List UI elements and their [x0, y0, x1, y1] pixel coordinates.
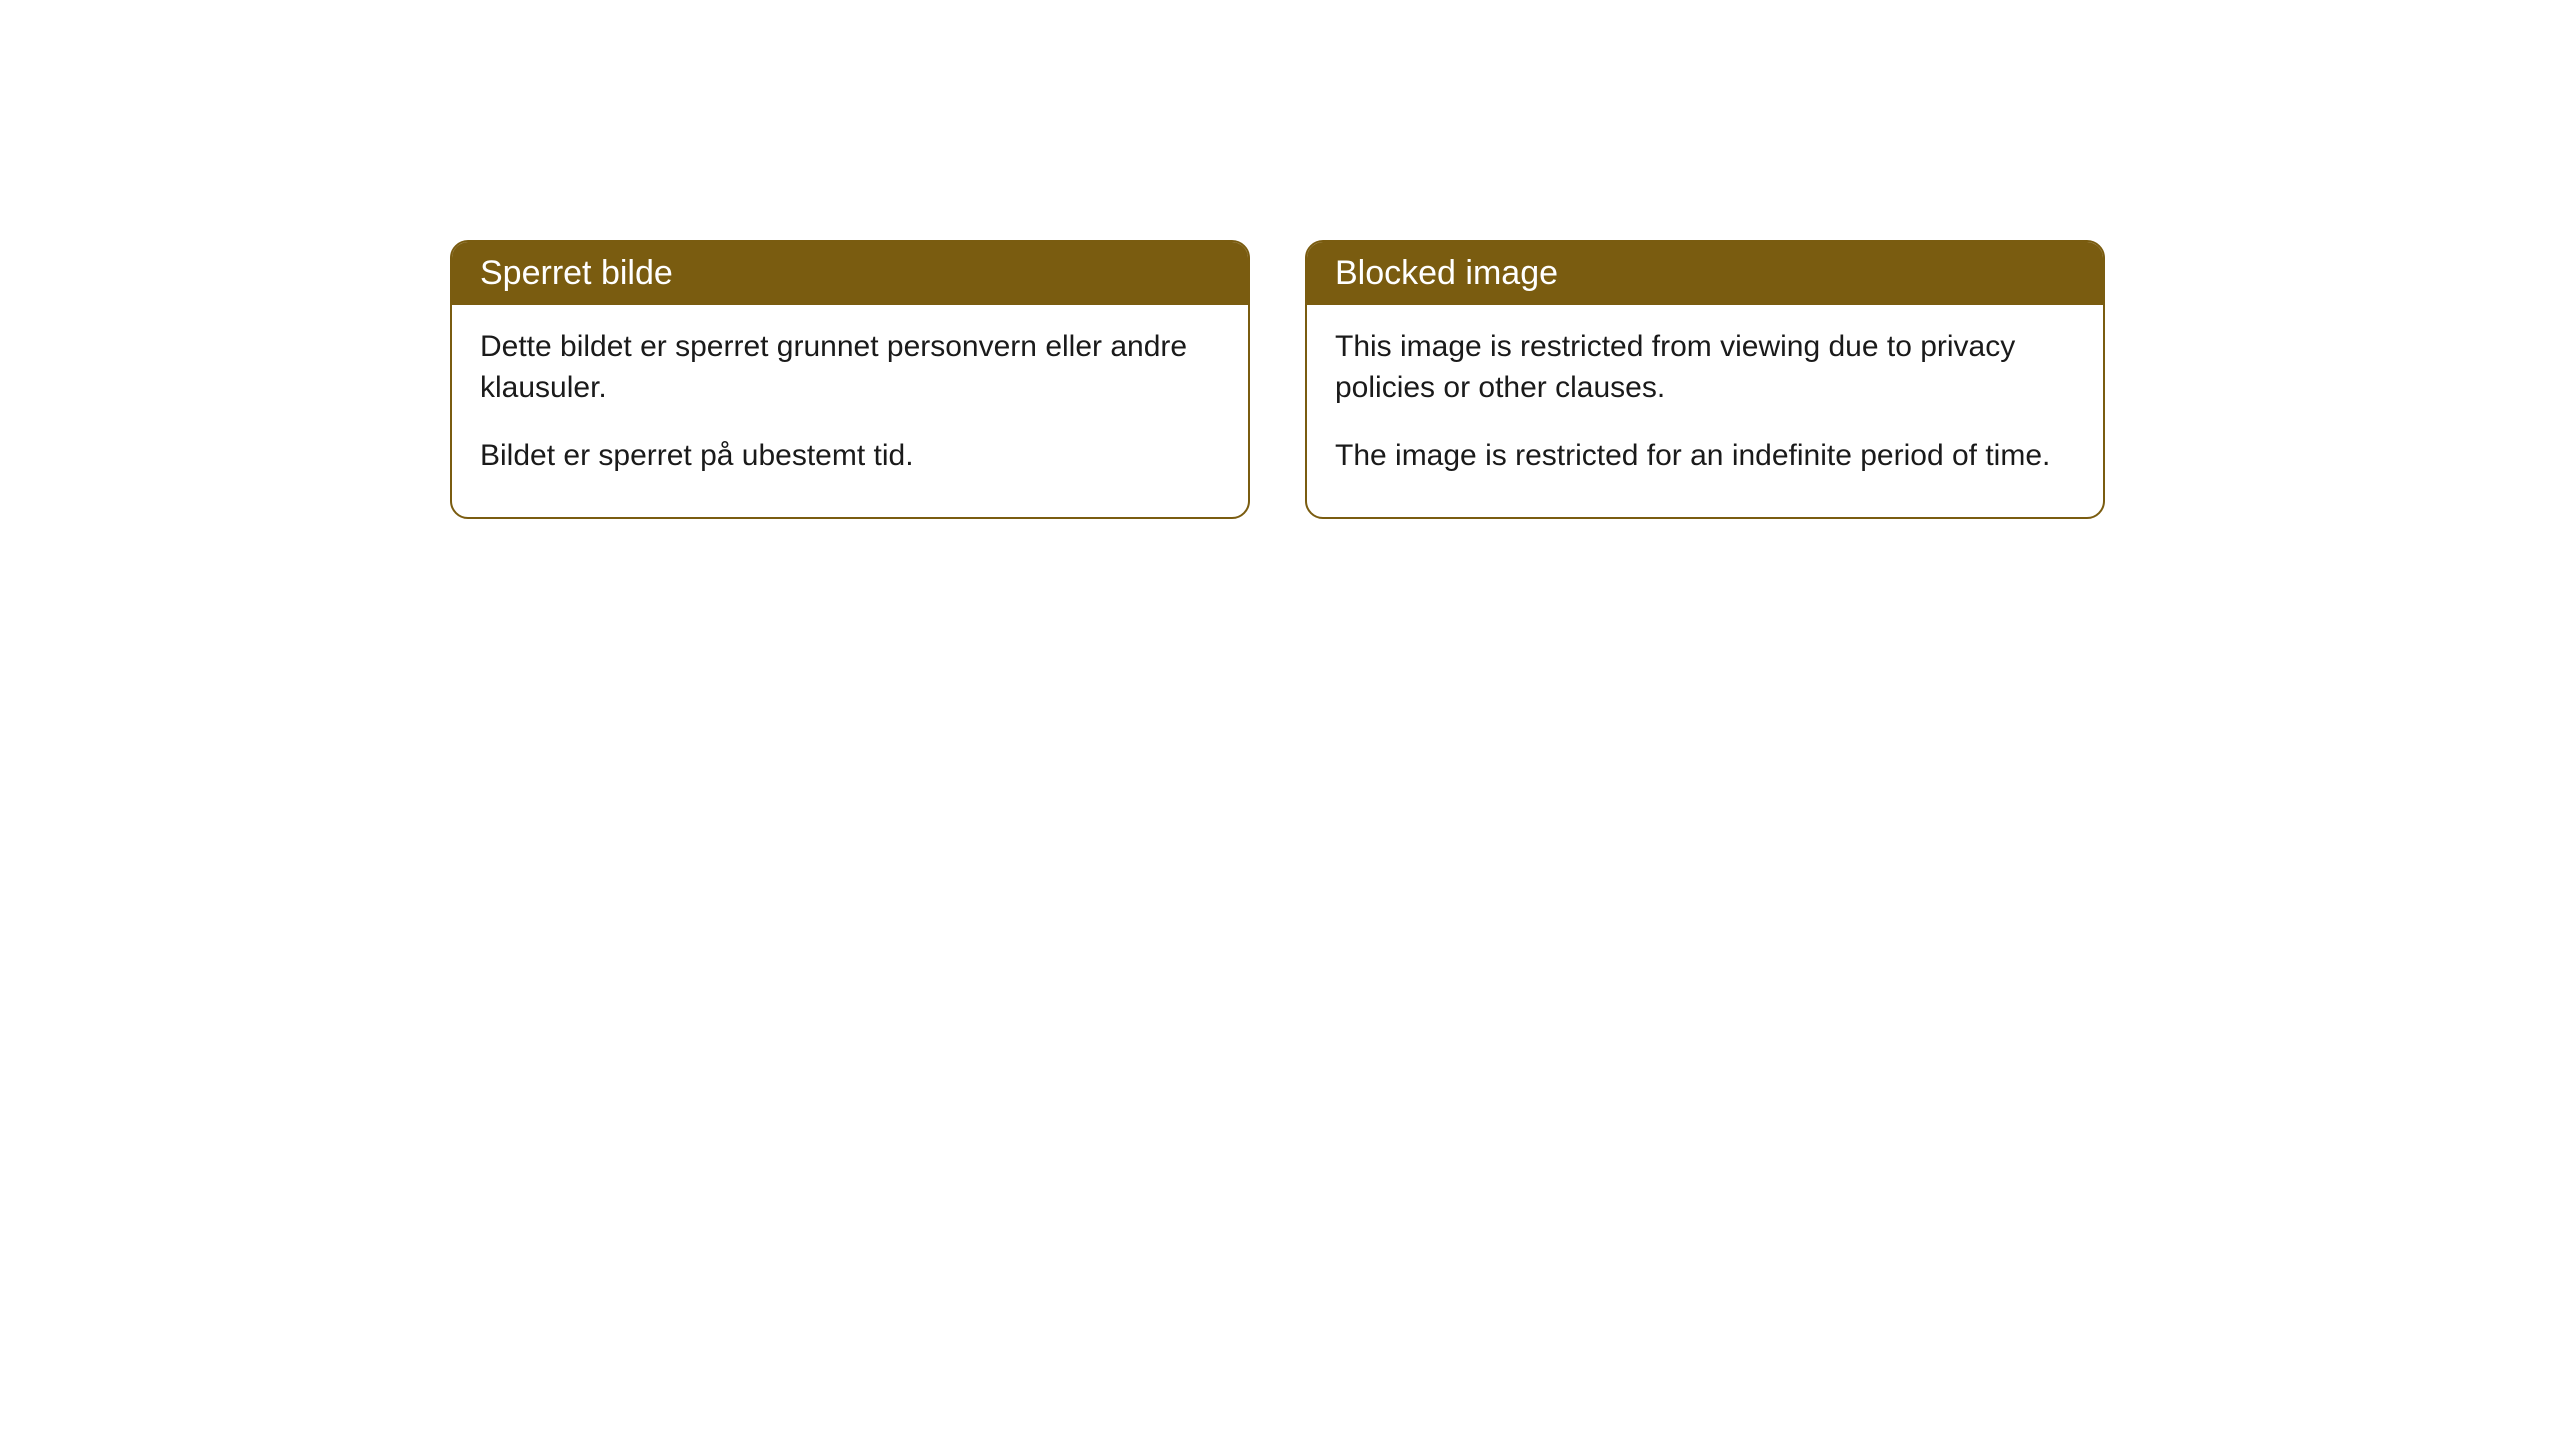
- card-paragraph-2: The image is restricted for an indefinit…: [1335, 436, 2075, 477]
- card-paragraph-1: Dette bildet er sperret grunnet personve…: [480, 327, 1220, 408]
- notice-cards-container: Sperret bilde Dette bildet er sperret gr…: [450, 240, 2560, 519]
- card-body: Dette bildet er sperret grunnet personve…: [452, 305, 1248, 517]
- card-header: Sperret bilde: [452, 242, 1248, 305]
- card-header: Blocked image: [1307, 242, 2103, 305]
- notice-card-norwegian: Sperret bilde Dette bildet er sperret gr…: [450, 240, 1250, 519]
- card-paragraph-2: Bildet er sperret på ubestemt tid.: [480, 436, 1220, 477]
- notice-card-english: Blocked image This image is restricted f…: [1305, 240, 2105, 519]
- card-title: Sperret bilde: [480, 254, 673, 292]
- card-title: Blocked image: [1335, 254, 1558, 292]
- card-body: This image is restricted from viewing du…: [1307, 305, 2103, 517]
- card-paragraph-1: This image is restricted from viewing du…: [1335, 327, 2075, 408]
